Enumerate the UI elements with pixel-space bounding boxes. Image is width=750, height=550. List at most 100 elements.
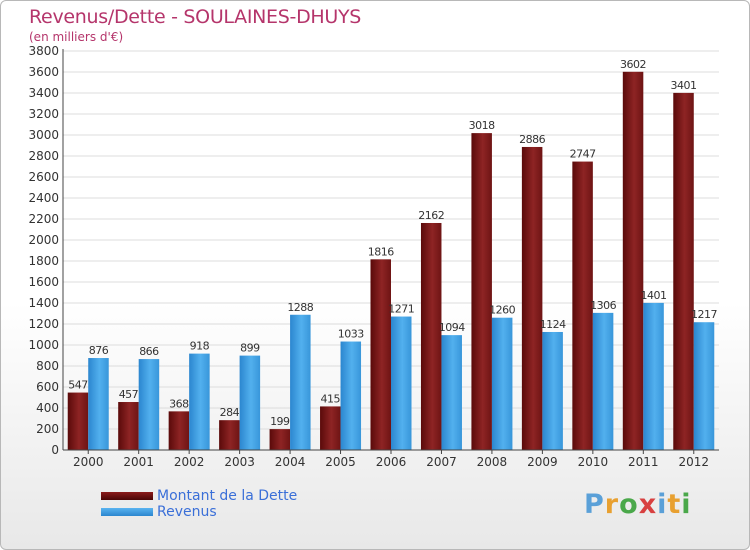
bar-dette [320,406,341,450]
logo-letter: i [681,489,692,520]
data-label-dette: 284 [220,406,240,419]
y-tick-label: 1800 [28,254,59,268]
y-tick-label: 3400 [28,86,59,100]
x-tick-label: 2012 [678,455,709,469]
bar-dette [420,222,442,450]
bar-revenus [592,312,614,450]
logo-letter: t [667,489,682,520]
bar-dette [572,161,593,450]
data-label-revenus: 1124 [540,318,566,331]
data-label-dette: 457 [119,388,139,401]
data-label-revenus: 1271 [388,303,414,316]
bar-dette [118,402,139,450]
logo-letter: i [657,489,668,520]
y-tick-label: 1400 [28,296,59,310]
data-label-revenus: 1217 [691,308,717,321]
y-tick-label: 3200 [28,107,59,121]
bar-dette [219,420,240,450]
logo-letter: x [638,489,658,520]
x-tick-label: 2009 [527,455,558,469]
data-label-dette: 415 [321,392,341,405]
data-label-revenus: 1288 [287,301,313,314]
bar-revenus [391,316,412,450]
data-label-revenus: 918 [190,340,210,353]
data-label-dette: 368 [169,397,189,410]
bar-revenus [441,335,462,450]
data-label-dette: 2162 [418,209,444,222]
bar-revenus [290,314,311,450]
y-tick-label: 2000 [28,233,59,247]
legend: Montant de la Dette Revenus [101,488,297,520]
x-tick-label: 2006 [376,455,407,469]
legend-item-dette: Montant de la Dette [101,488,297,504]
bar-revenus [340,341,362,450]
y-tick-label: 2600 [28,170,59,184]
proxiti-logo: Proxiti [584,489,692,520]
bar-revenus [239,355,261,450]
data-label-revenus: 1306 [590,299,616,312]
data-label-revenus: 1260 [489,304,515,317]
y-tick-label: 2800 [28,149,59,163]
data-label-revenus: 1094 [439,321,465,334]
y-tick-label: 2200 [28,212,59,226]
y-tick-label: 800 [36,359,59,373]
data-label-dette: 1816 [368,245,394,258]
bar-revenus [138,359,160,450]
bar-dette [471,133,492,451]
bar-dette [521,146,543,450]
y-tick-label: 3800 [28,44,59,58]
logo-letter: P [584,489,605,520]
bar-revenus [88,358,109,450]
y-tick-label: 1000 [28,338,59,352]
bar-dette [370,259,391,450]
chart-title: Revenus/Dette - SOULAINES-DHUYS [29,6,362,28]
chart-subtitle: (en milliers d'€) [29,30,124,44]
y-tick-label: 600 [36,380,59,394]
bar-dette [622,71,644,450]
legend-label-dette: Montant de la Dette [157,488,298,504]
bar-revenus [643,302,664,450]
data-label-dette: 199 [270,415,290,428]
data-label-revenus: 899 [240,342,260,355]
bar-dette [168,411,190,450]
data-label-dette: 3018 [469,119,495,132]
data-label-dette: 3401 [671,79,697,92]
bar-dette [67,392,89,450]
x-tick-label: 2010 [578,455,609,469]
bar-revenus [693,322,715,450]
bar-dette [269,429,291,450]
y-tick-label: 2400 [28,191,59,205]
data-label-revenus: 876 [89,344,109,357]
x-tick-label: 2011 [628,455,659,469]
data-label-revenus: 1401 [641,289,667,302]
logo-letter: o [619,489,639,520]
bar-dette [673,92,694,451]
y-tick-label: 400 [36,401,59,415]
x-tick-label: 2008 [477,455,508,469]
y-tick-label: 1200 [28,317,59,331]
data-label-revenus: 1033 [338,328,364,341]
legend-label-revenus: Revenus [157,504,217,520]
y-tick-label: 1600 [28,275,59,289]
data-label-dette: 3602 [620,58,646,71]
x-tick-label: 2002 [174,455,205,469]
bar-revenus [491,317,513,450]
x-tick-label: 2005 [325,455,356,469]
y-tick-label: 0 [51,443,59,457]
x-tick-label: 2004 [275,455,306,469]
y-tick-label: 3000 [28,128,59,142]
y-tick-label: 200 [36,422,59,436]
data-label-revenus: 866 [139,345,159,358]
legend-swatch-dette [101,492,153,500]
x-tick-label: 2001 [123,455,154,469]
x-tick-label: 2003 [224,455,255,469]
bar-revenus [189,353,210,450]
legend-item-revenus: Revenus [101,504,297,520]
x-tick-label: 2007 [426,455,457,469]
bar-revenus [542,331,563,450]
y-tick-label: 3600 [28,65,59,79]
x-tick-label: 2000 [73,455,104,469]
data-label-dette: 547 [68,379,88,392]
